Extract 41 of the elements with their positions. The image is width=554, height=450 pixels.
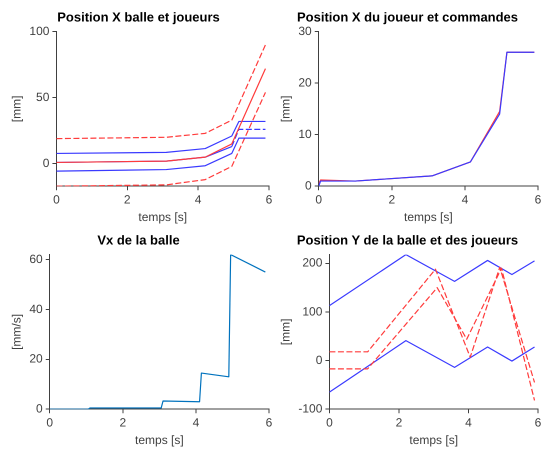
chart-title: Position X balle et joueurs [57, 9, 220, 24]
y-tick-label: 20 [298, 75, 312, 90]
x-tick-label: 2 [119, 416, 126, 430]
x-tick-label: 2 [396, 416, 403, 430]
x-tick-label: 6 [266, 192, 273, 207]
y-axis-title: [mm] [278, 96, 293, 122]
y-tick-label: 50 [36, 90, 50, 104]
x-axis-title: temps [s] [409, 433, 458, 448]
y-tick-label: 40 [29, 302, 44, 316]
y-tick-label: 100 [29, 24, 50, 38]
y-tick-label: 0 [305, 178, 312, 193]
chart-title: Position X du joueur et commandes [296, 9, 518, 24]
y-tick-label: 100 [302, 304, 323, 318]
y-tick-label: -100 [298, 402, 323, 416]
x-axis-title: temps [s] [138, 210, 188, 224]
x-tick-label: 0 [53, 192, 60, 207]
y-tick-label: 200 [302, 256, 323, 270]
y-tick-label: 0 [42, 156, 50, 170]
x-axis-title: temps [s] [135, 433, 184, 448]
y-tick-label: 0 [316, 352, 323, 367]
x-tick-label: 2 [388, 192, 396, 207]
chart-title: Position Y de la balle et des joueurs [296, 232, 518, 248]
x-tick-label: 2 [124, 192, 131, 207]
chart-title: Vx de la balle [97, 232, 180, 248]
y-axis-title: [mm/s] [10, 314, 24, 350]
x-tick-label: 6 [266, 416, 273, 430]
y-tick-label: 10 [298, 126, 312, 141]
x-tick-label: 6 [534, 416, 542, 430]
y-tick-label: 20 [29, 352, 44, 366]
x-tick-label: 4 [462, 192, 469, 207]
x-tick-label: 6 [534, 192, 542, 207]
x-tick-label: 0 [326, 416, 334, 430]
y-tick-label: 60 [29, 252, 44, 266]
x-tick-label: 4 [192, 416, 200, 430]
y-tick-label: 0 [36, 402, 44, 416]
y-axis-title: [mm] [10, 96, 24, 122]
x-tick-label: 4 [194, 192, 202, 207]
x-axis-title: temps [s] [404, 210, 453, 224]
y-tick-label: 30 [298, 24, 312, 38]
x-tick-label: 4 [465, 416, 472, 430]
y-axis-title: [mm] [278, 318, 293, 346]
